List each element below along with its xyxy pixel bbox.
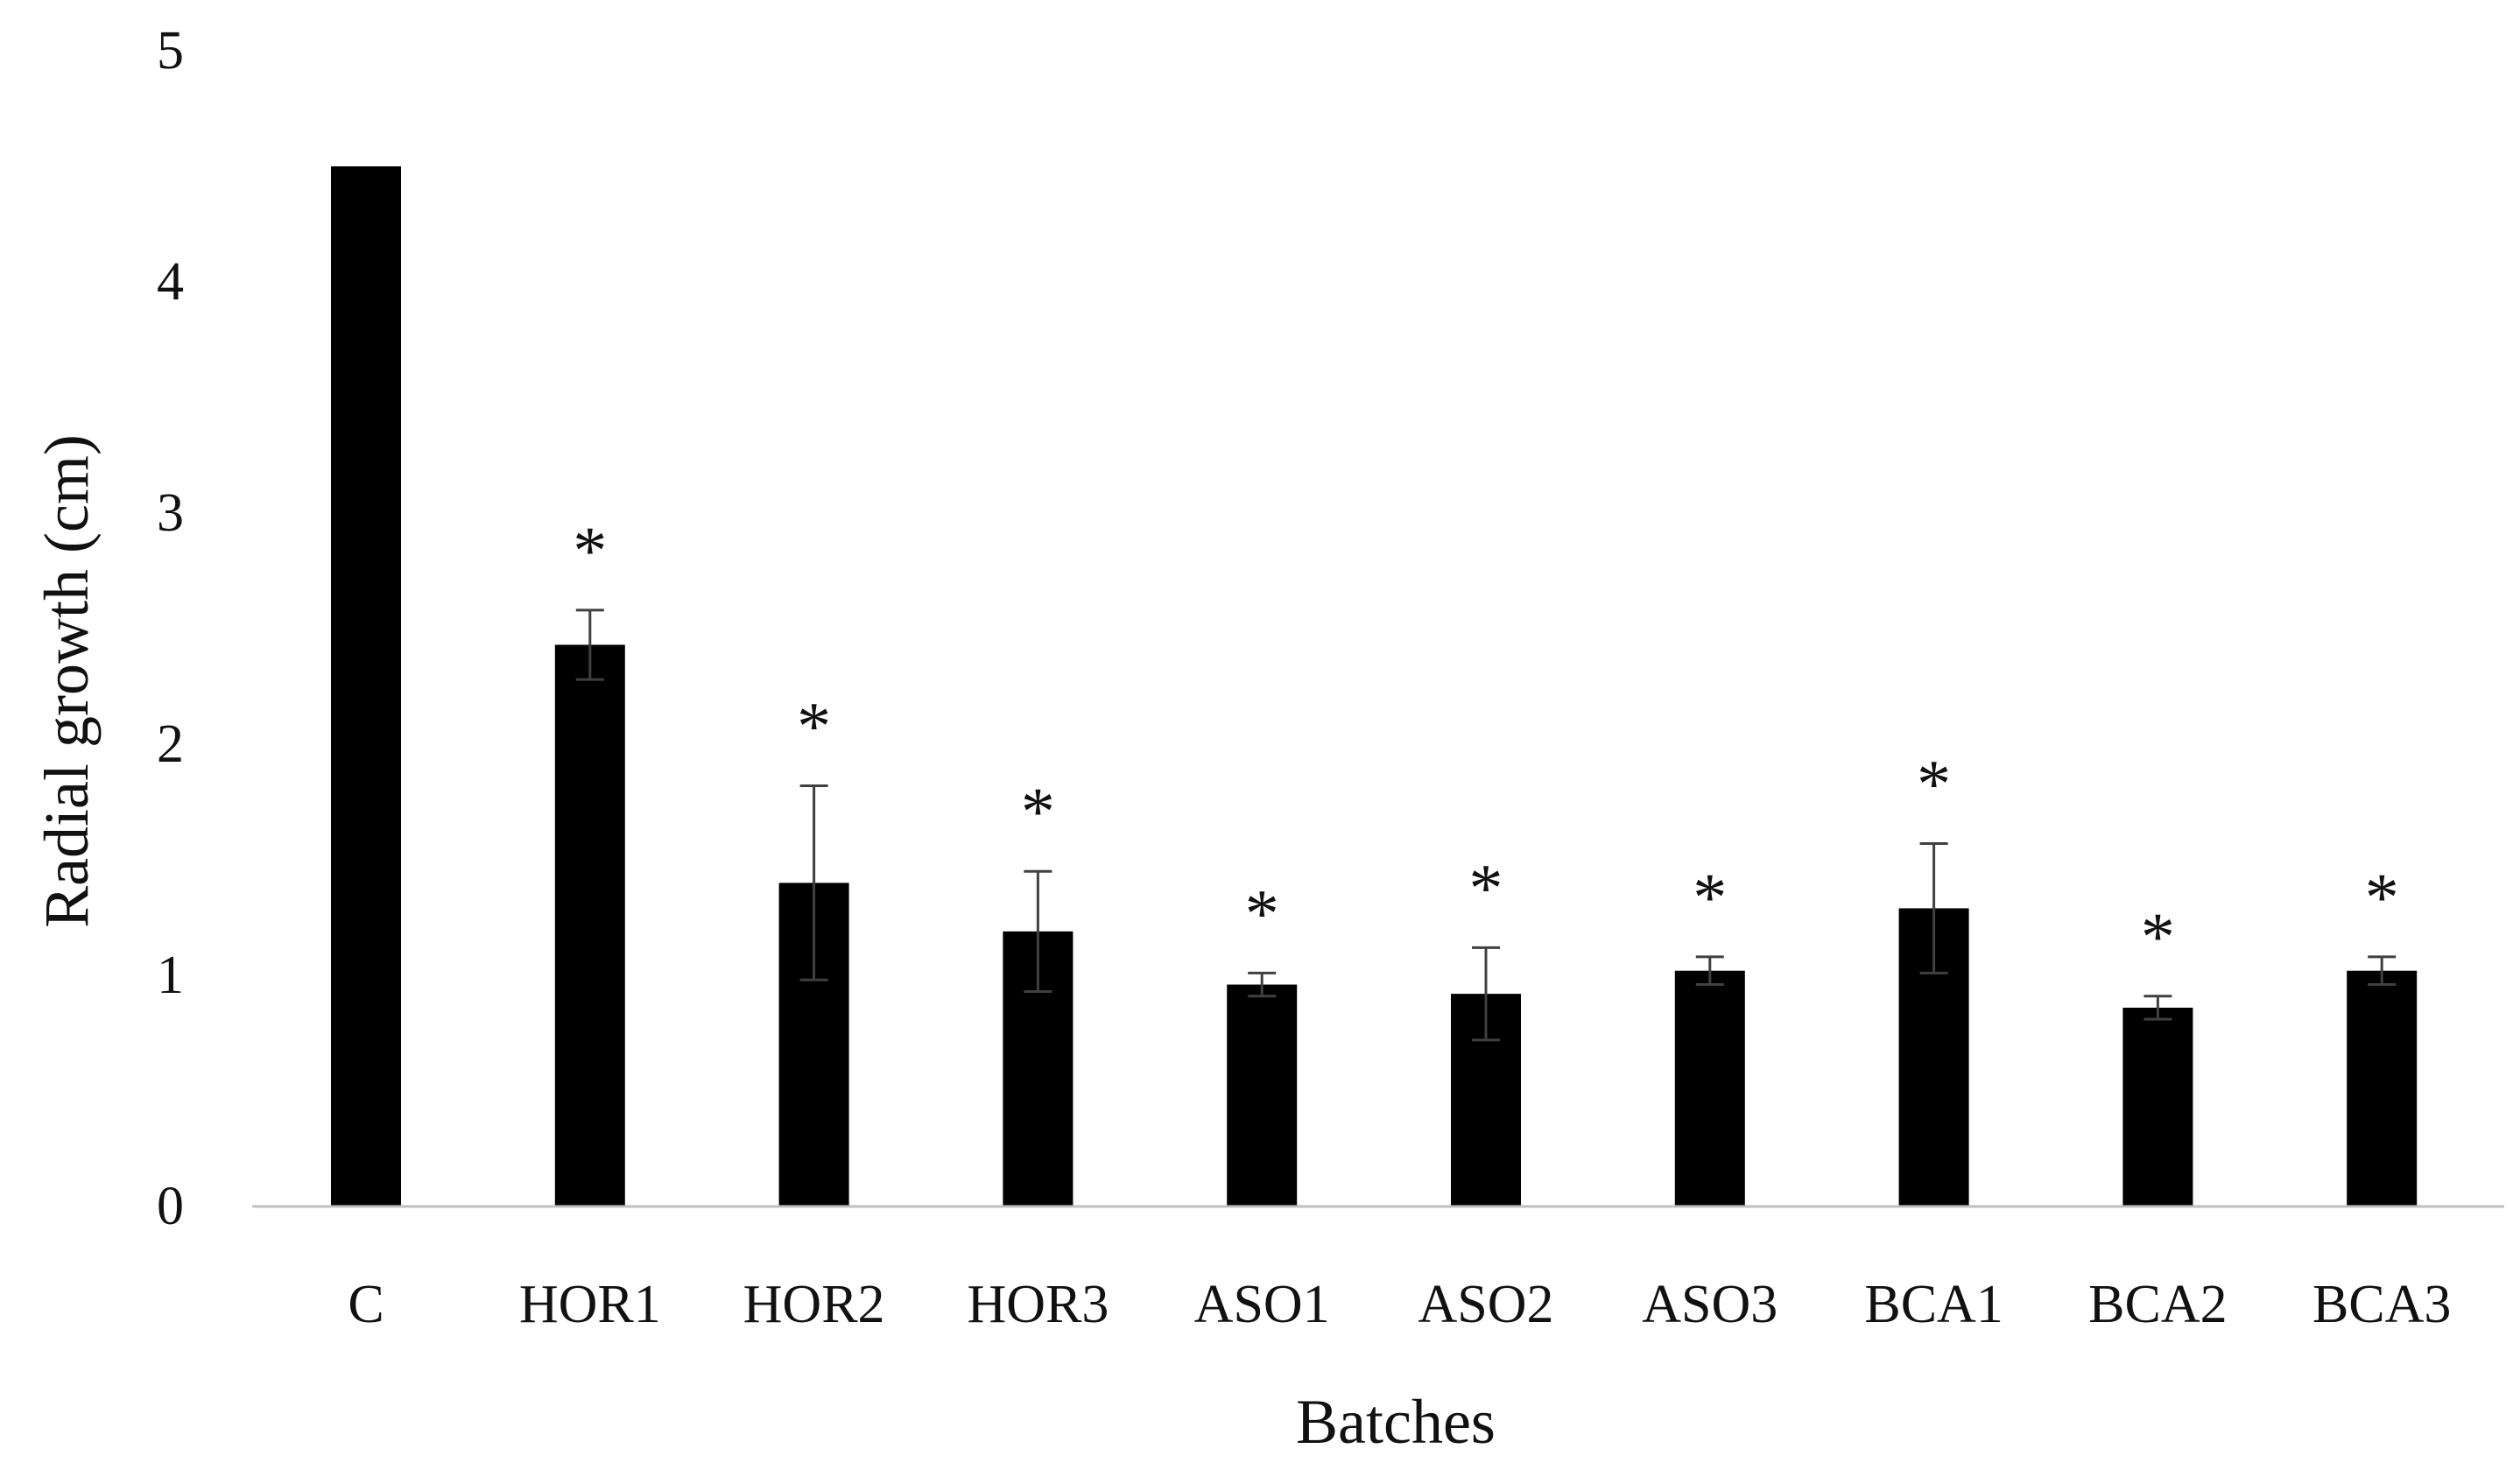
significance-star-hor1: *: [573, 512, 607, 588]
x-tick-label-bca3: BCA3: [2312, 1275, 2451, 1334]
x-tick-label-hor3: HOR3: [967, 1275, 1109, 1334]
x-tick-label-hor2: HOR2: [743, 1275, 885, 1334]
bar-aso3: [1674, 970, 1745, 1206]
y-tick-label: 1: [157, 946, 184, 1005]
significance-star-hor3: *: [1021, 773, 1055, 849]
bars: [331, 166, 2418, 1206]
significance-star-aso3: *: [1693, 859, 1727, 935]
x-tick-label-aso2: ASO2: [1418, 1275, 1553, 1334]
significance-star-aso1: *: [1245, 875, 1279, 951]
significance-star-bca1: *: [1917, 746, 1951, 822]
x-axis-title: Batches: [1296, 1387, 1496, 1457]
y-tick-label: 0: [157, 1177, 184, 1236]
x-tick-label-aso3: ASO3: [1642, 1275, 1777, 1334]
x-tick-label-bca2: BCA2: [2088, 1275, 2227, 1334]
error-bar-aso1: [1248, 971, 1277, 998]
significance-star-bca2: *: [2141, 898, 2175, 974]
x-tick-label-c: C: [348, 1275, 384, 1334]
y-tick-label: 3: [157, 483, 184, 543]
y-axis-ticks: 0 1 2 3 4 5: [157, 21, 184, 1236]
y-tick-label: 2: [157, 714, 184, 774]
error-bar-aso3: [1695, 955, 1724, 987]
significance-markers: * * * * * * * * *: [573, 512, 2398, 974]
bar-bca2: [2122, 1007, 2193, 1206]
bar-bca3: [2347, 970, 2418, 1206]
significance-star-aso2: *: [1469, 849, 1503, 925]
error-bar-hor2: [799, 784, 828, 981]
significance-star-hor2: *: [797, 688, 831, 764]
x-tick-label-bca1: BCA1: [1864, 1275, 2003, 1334]
y-tick-label: 4: [157, 252, 184, 312]
error-bar-bca3: [2368, 955, 2397, 987]
error-bar-hor1: [575, 608, 604, 681]
error-bar-hor3: [1024, 869, 1052, 993]
bar-c: [331, 166, 401, 1206]
bar-aso1: [1227, 984, 1298, 1206]
y-tick-label: 5: [157, 21, 184, 81]
x-axis-ticks: C HOR1 HOR2 HOR3 ASO1 ASO2 ASO3 BCA1 BCA2 BCA3: [348, 1275, 2451, 1334]
error-bar-bca1: [1919, 842, 1948, 974]
bar-hor1: [554, 644, 625, 1206]
x-tick-label-aso1: ASO1: [1194, 1275, 1330, 1334]
x-tick-label-hor1: HOR1: [519, 1275, 661, 1334]
y-axis-title: Radial growth (cm): [32, 434, 102, 928]
significance-star-bca3: *: [2365, 859, 2399, 935]
error-bar-aso2: [1472, 946, 1500, 1042]
error-bar-bca2: [2143, 995, 2172, 1021]
error-bars: [575, 608, 2397, 1042]
